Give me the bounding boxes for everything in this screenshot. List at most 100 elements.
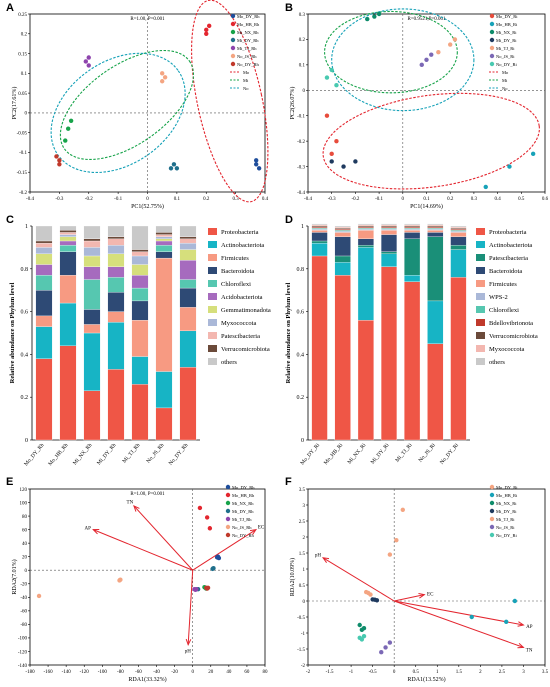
chart-a: -0.4 -0.3 -0.2 -0.1 0 0.1 0.2 0.3 0.4 -0.2 -0.15 -0…: [11, 0, 269, 210]
x-tick-label: -0.3: [55, 197, 63, 202]
legend-marker: [230, 21, 236, 27]
x-tick-label: 0.5: [518, 197, 525, 202]
data-point: [253, 162, 259, 167]
chart-c: 0 0.2 0.4 0.6 0.8 1 Relative abundance on Phyl…: [9, 224, 271, 467]
legend-label: Verrucomicrobiota: [221, 346, 270, 353]
bar-segment: [334, 225, 351, 228]
bar-segment: [107, 266, 125, 278]
bar-segment: [83, 279, 101, 310]
legend-marker: [489, 484, 495, 490]
legend-marker: [225, 484, 231, 490]
legend-marker: [230, 29, 236, 35]
x-tick-label: -20: [171, 670, 178, 675]
legend-label: No_DY_Rh: [232, 533, 255, 538]
x-axis-label: PC1(52.75%): [131, 203, 164, 210]
data-point: [54, 154, 59, 159]
bar-segment: [334, 275, 351, 441]
data-point: [86, 63, 91, 68]
y-tick-label: 1: [301, 224, 304, 230]
chart-b: -0.4 -0.3 -0.2 -0.1 0 0.1 0.2 0.3 0.4 0.5 0.6 -0.4 -…: [289, 8, 549, 210]
x-tick-label: 2.5: [499, 670, 506, 675]
x-tick-label: 1.5: [456, 670, 463, 675]
bar-segment: [179, 279, 197, 289]
data-point: [171, 162, 177, 167]
x-tick-label: Mi_DY_Rh: [96, 442, 118, 466]
x-tick-label: -160: [43, 670, 53, 675]
legend-label: Patescibacteria: [489, 255, 528, 262]
x-tick-label: -0.5: [369, 670, 377, 675]
panel-label-d: D: [285, 214, 293, 226]
bar-segment: [380, 266, 398, 441]
confidence-ellipse-mi: [324, 10, 458, 94]
legend-swatch: [208, 345, 217, 352]
arrow-label: AP: [526, 625, 533, 630]
bar-segment: [380, 227, 398, 230]
bar-segment: [404, 224, 421, 227]
y-tick-label: -2: [301, 664, 306, 669]
data-point: [57, 162, 62, 167]
x-tick-label: No_DY_Rh: [168, 442, 190, 466]
bar-segment: [427, 300, 444, 344]
legend-label: Mi_TJ_Rh: [232, 517, 252, 522]
y-tick-label: -1.5: [297, 648, 305, 653]
confidence-ellipse-mo: [322, 92, 540, 190]
plot-frame: [307, 488, 546, 666]
x-tick-label: 0: [402, 197, 405, 202]
y-axis-label: RDA2(7.01%): [11, 559, 18, 594]
x-tick-label: 0: [146, 197, 149, 202]
arrow-label: TN: [127, 500, 134, 505]
bar-segment: [107, 238, 125, 246]
data-point: [448, 42, 453, 47]
legend-marker: [225, 492, 231, 498]
x-tick-label: 0.3: [233, 197, 240, 202]
env-arrow-ap: [394, 600, 524, 626]
bar-segment: [35, 242, 53, 248]
bar-segment: [357, 229, 374, 231]
data-point: [207, 526, 213, 531]
x-tick-label: No_JS_Ri: [418, 442, 437, 464]
legend-marker: [489, 516, 495, 522]
x-tick-label: -180: [25, 670, 35, 675]
x-tick-label: 1: [436, 670, 439, 675]
data-point: [324, 113, 330, 118]
y-tick-label: 0: [303, 600, 306, 605]
x-tick-label: -1: [349, 670, 354, 675]
y-tick-label: 0.3: [299, 13, 306, 18]
y-axis-label: RDA2(10.09%): [289, 558, 296, 596]
data-point: [117, 578, 122, 583]
bar-segment: [311, 225, 328, 228]
bar-segment: [155, 225, 173, 233]
x-tick-label: 0.4: [262, 197, 269, 202]
bar-segment: [380, 225, 398, 228]
legend-marker: [489, 53, 495, 59]
legend-marker: [225, 516, 231, 522]
x-axis-label: RDA1(33.32%): [128, 676, 166, 683]
bar-segment: [131, 300, 149, 321]
bar-segment: [404, 275, 421, 282]
bar-segment: [450, 236, 467, 246]
arrow-head: [517, 642, 525, 649]
legend-marker: [489, 29, 495, 35]
chart-f: -2 -1.5 -1 -0.5 0 0.5 1 1.5 2 2.5 3 3.5 -2 -1.5 -1 -0.5…: [289, 484, 549, 683]
bar-segment: [107, 236, 125, 239]
legend-label: Proteobacteria: [221, 229, 259, 236]
bar-segment: [179, 367, 197, 441]
y-axis-label: Relative abundance on Phylum level: [285, 282, 292, 383]
legend-swatch: [476, 241, 485, 248]
legend-label: No_DY_Ri: [496, 62, 518, 67]
y-tick-label: 2.5: [299, 520, 306, 525]
bar-segment: [131, 264, 149, 276]
y-tick-label: 0.8: [297, 267, 305, 273]
bar-segment: [427, 230, 444, 233]
bar-segment: [131, 356, 149, 385]
data-point: [387, 552, 393, 557]
bar-segment: [450, 230, 467, 232]
bar-segment: [334, 236, 351, 257]
bar-segment: [107, 322, 125, 370]
bar-segment: [83, 238, 101, 242]
env-arrow-tn: [133, 505, 194, 571]
bar-segment: [35, 275, 53, 291]
data-point: [211, 566, 216, 571]
data-point: [436, 49, 441, 55]
